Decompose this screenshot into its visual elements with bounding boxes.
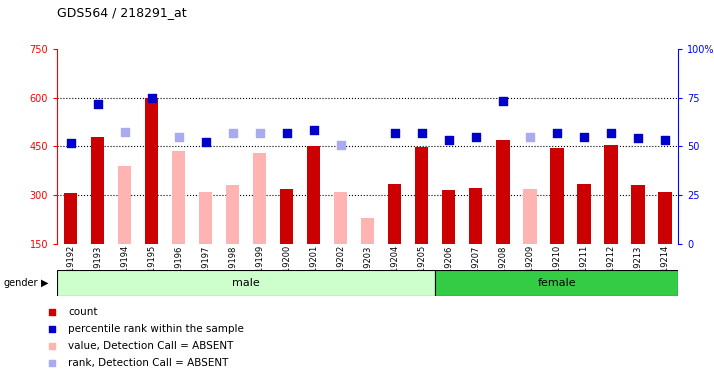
Point: [281, 130, 293, 136]
Bar: [436, 270, 678, 296]
Point: [524, 134, 536, 140]
Bar: [64, 194, 77, 244]
Text: female: female: [538, 278, 576, 288]
Bar: [631, 185, 645, 244]
Point: [335, 142, 346, 148]
Text: ▶: ▶: [41, 278, 49, 288]
Text: count: count: [69, 307, 98, 317]
Bar: [469, 188, 483, 244]
Point: [46, 343, 58, 349]
Bar: [388, 184, 401, 244]
Point: [119, 129, 131, 135]
Point: [551, 130, 563, 136]
Bar: [658, 192, 672, 244]
Bar: [604, 145, 618, 244]
Bar: [226, 185, 239, 244]
Point: [470, 134, 481, 140]
Bar: [91, 136, 104, 244]
Point: [605, 130, 616, 136]
Point: [416, 130, 428, 136]
Bar: [280, 189, 293, 244]
Bar: [550, 148, 563, 244]
Point: [578, 134, 590, 140]
Text: percentile rank within the sample: percentile rank within the sample: [69, 324, 244, 334]
Bar: [118, 166, 131, 244]
Point: [200, 140, 211, 146]
Point: [65, 140, 76, 146]
Point: [389, 130, 401, 136]
Text: rank, Detection Call = ABSENT: rank, Detection Call = ABSENT: [69, 358, 228, 368]
Point: [227, 130, 238, 136]
Bar: [361, 218, 374, 244]
Point: [46, 309, 58, 315]
Bar: [57, 270, 436, 296]
Bar: [307, 146, 321, 244]
Text: male: male: [232, 278, 260, 288]
Point: [254, 130, 266, 136]
Point: [632, 135, 643, 141]
Bar: [334, 192, 348, 244]
Point: [497, 98, 508, 104]
Bar: [145, 98, 159, 244]
Bar: [523, 189, 536, 244]
Bar: [253, 153, 266, 244]
Text: GDS564 / 218291_at: GDS564 / 218291_at: [57, 6, 187, 19]
Point: [173, 134, 184, 140]
Point: [146, 94, 157, 100]
Text: value, Detection Call = ABSENT: value, Detection Call = ABSENT: [69, 341, 233, 351]
Bar: [172, 151, 186, 244]
Bar: [577, 184, 590, 244]
Bar: [415, 147, 428, 244]
Point: [308, 127, 319, 133]
Text: gender: gender: [4, 278, 38, 288]
Point: [46, 326, 58, 332]
Point: [659, 137, 670, 143]
Bar: [442, 190, 456, 244]
Point: [92, 101, 104, 107]
Bar: [199, 192, 212, 244]
Point: [46, 360, 58, 366]
Bar: [496, 140, 510, 244]
Point: [443, 137, 454, 143]
